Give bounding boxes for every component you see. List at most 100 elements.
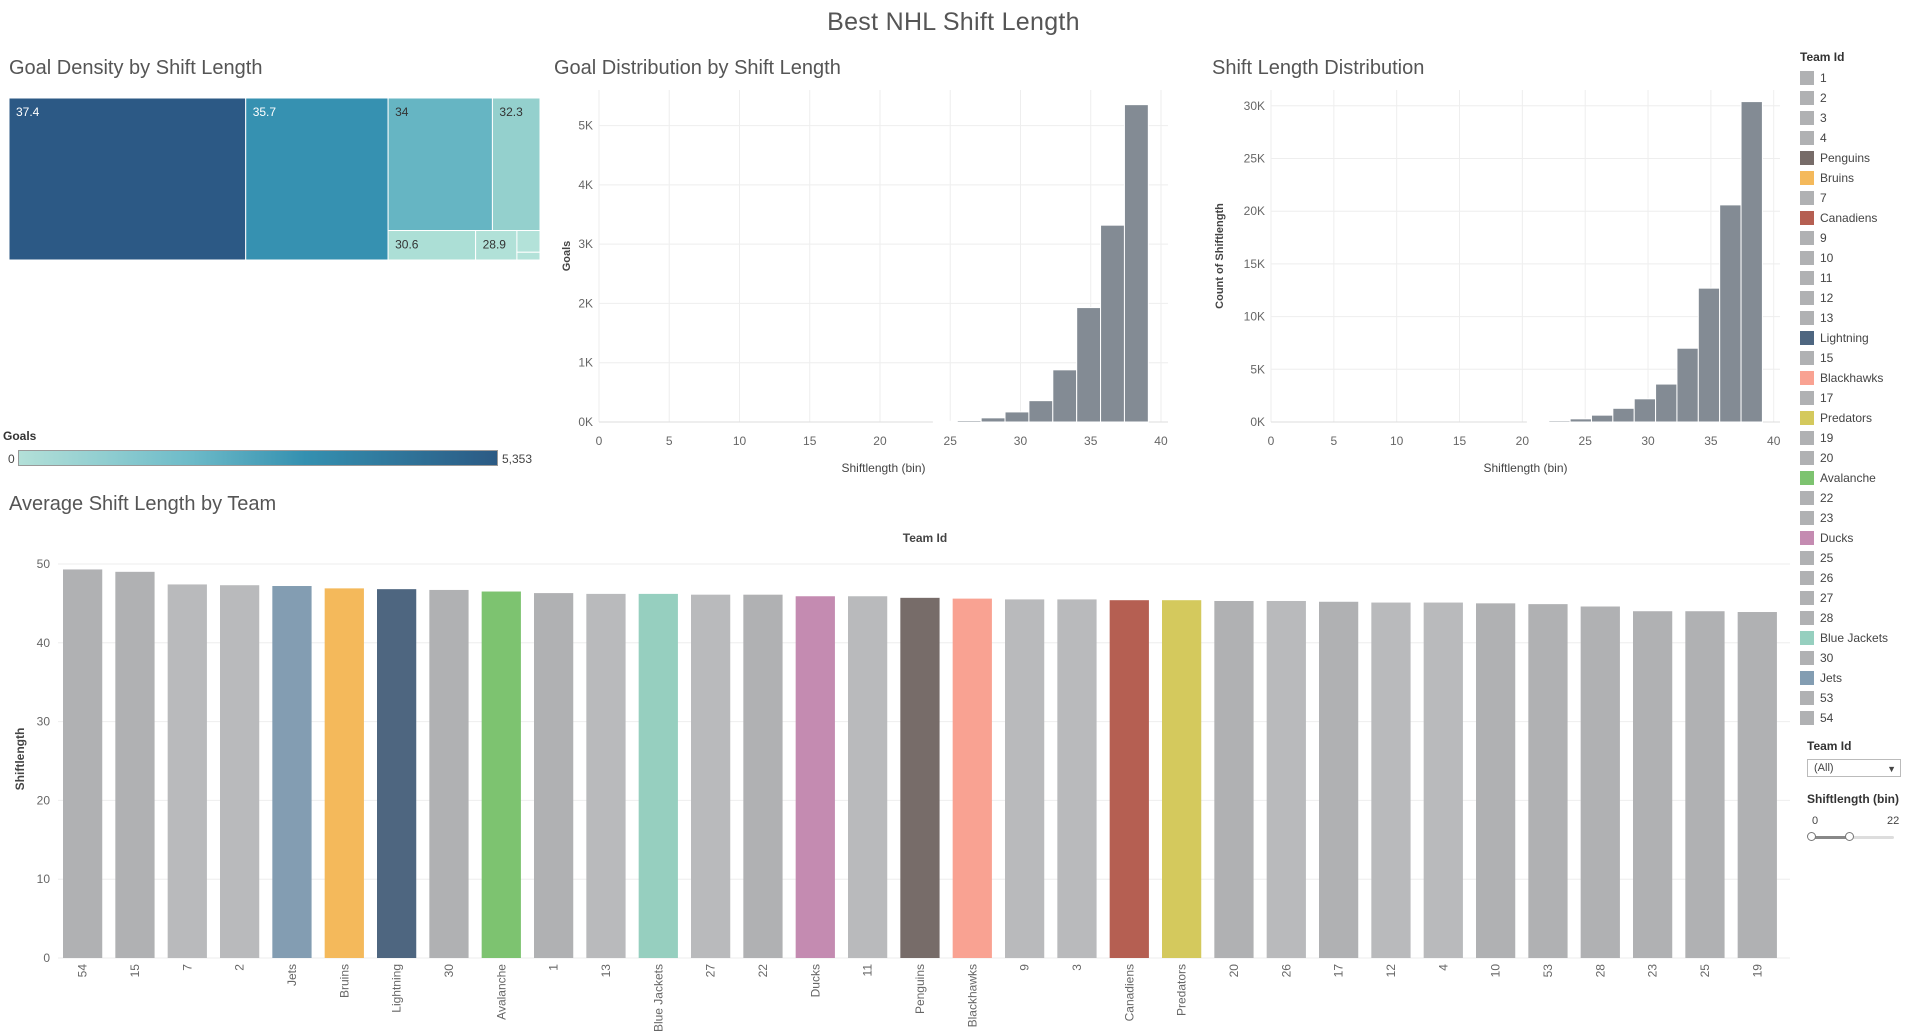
legend-item[interactable]: 1 — [1800, 68, 1907, 88]
x-tick-label: 25 — [1579, 434, 1593, 448]
shift-filter-min-handle[interactable] — [1807, 832, 1816, 841]
legend-item[interactable]: 26 — [1800, 568, 1907, 588]
team-filter-value: (All) — [1814, 762, 1834, 774]
legend-label: 20 — [1820, 451, 1834, 465]
team-bar — [1685, 611, 1725, 958]
legend-item[interactable]: Lightning — [1800, 328, 1907, 348]
shift-filter-max-handle[interactable] — [1845, 832, 1854, 841]
legend-item[interactable]: 3 — [1800, 108, 1907, 128]
treemap-cell-label: 32.3 — [499, 105, 523, 119]
legend-item[interactable]: Blue Jackets — [1800, 628, 1907, 648]
team-bar — [691, 594, 731, 958]
legend-item[interactable]: Bruins — [1800, 168, 1907, 188]
team-bar — [795, 596, 835, 958]
legend-item[interactable]: 23 — [1800, 508, 1907, 528]
y-axis-title: Count of Shiftlength — [1214, 203, 1226, 309]
x-tick-label: 13 — [599, 964, 613, 978]
legend-item[interactable]: 15 — [1800, 348, 1907, 368]
histogram-bar — [980, 417, 1006, 423]
x-tick-label: 4 — [1436, 964, 1450, 971]
legend-label: Jets — [1820, 671, 1843, 685]
goal-histogram-chart: 0 5 10 15 20 25 30 35 40 0K 1K 2K 3K 4K 5K Shiftlength … — [561, 90, 1168, 475]
legend-label: Ducks — [1820, 531, 1854, 545]
legend-item[interactable]: Canadiens — [1800, 208, 1907, 228]
legend-item[interactable]: 25 — [1800, 548, 1907, 568]
y-tick-label: 10K — [1244, 310, 1265, 324]
legend-label: 25 — [1820, 551, 1834, 565]
goal-hist-title: Goal Distribution by Shift Length — [554, 57, 841, 79]
y-tick-label: 40 — [37, 636, 51, 650]
y-tick-label: 30 — [37, 715, 51, 729]
histogram-bar — [1655, 383, 1678, 423]
x-tick-label: 15 — [803, 434, 817, 448]
histogram-bar — [1719, 204, 1742, 423]
x-tick-label: 9 — [1018, 964, 1032, 971]
x-tick-label: 10 — [733, 434, 747, 448]
team-bar — [377, 589, 417, 958]
legend-item[interactable]: Ducks — [1800, 528, 1907, 548]
x-tick-label: Blackhawks — [965, 964, 979, 1027]
x-tick-label: Canadiens — [1122, 964, 1136, 1021]
legend-item[interactable]: Blackhawks — [1800, 368, 1907, 388]
legend-label: Canadiens — [1820, 211, 1878, 225]
team-bar — [1737, 612, 1777, 958]
legend-label: 3 — [1820, 111, 1827, 125]
legend-swatch — [1800, 271, 1814, 285]
shift-filter-min: 0 — [1812, 815, 1819, 827]
x-tick-label: 30 — [442, 964, 456, 978]
legend-swatch — [1800, 531, 1814, 545]
treemap-cell — [387, 97, 493, 232]
shift-histogram-chart: 0 5 10 15 20 25 30 35 40 0K 5K 10K 15K 20K 25K 30K Shift… — [1214, 90, 1781, 475]
treemap-cell — [8, 97, 247, 261]
legend-swatch — [1800, 511, 1814, 525]
legend-item[interactable]: 11 — [1800, 268, 1907, 288]
team-bar — [1633, 611, 1673, 958]
legend-swatch — [1800, 71, 1814, 85]
legend-item[interactable]: 2 — [1800, 88, 1907, 108]
x-tick-label: 20 — [1516, 434, 1530, 448]
team-bar — [952, 598, 992, 958]
legend-item[interactable]: 13 — [1800, 308, 1907, 328]
legend-item[interactable]: Penguins — [1800, 148, 1907, 168]
legend-item[interactable]: 10 — [1800, 248, 1907, 268]
team-bar — [1005, 599, 1045, 958]
legend-item[interactable]: 27 — [1800, 588, 1907, 608]
legend-label: 54 — [1820, 711, 1834, 725]
legend-label: 7 — [1820, 191, 1827, 205]
legend-item[interactable]: 20 — [1800, 448, 1907, 468]
legend-item[interactable]: 53 — [1800, 688, 1907, 708]
legend-item[interactable]: Jets — [1800, 668, 1907, 688]
legend-label: 17 — [1820, 391, 1834, 405]
legend-item[interactable]: Avalanche — [1800, 468, 1907, 488]
legend-item[interactable]: 28 — [1800, 608, 1907, 628]
legend-item[interactable]: 9 — [1800, 228, 1907, 248]
treemap-cell-label: 37.4 — [16, 105, 40, 119]
legend-item[interactable]: 7 — [1800, 188, 1907, 208]
legend-item[interactable]: 12 — [1800, 288, 1907, 308]
legend-label: 27 — [1820, 591, 1834, 605]
histogram-bar — [1676, 347, 1699, 423]
team-bar-chart: Team Id 0 10 20 30 40 50 Shiftlength 54 15 7 2 Jets B… — [13, 531, 1790, 1032]
legend-item[interactable]: Predators — [1800, 408, 1907, 428]
team-filter-dropdown[interactable]: (All) ▼ — [1807, 759, 1901, 777]
legend-item[interactable]: 19 — [1800, 428, 1907, 448]
legend-item[interactable]: 17 — [1800, 388, 1907, 408]
x-tick-label: 40 — [1154, 434, 1168, 448]
legend-item[interactable]: 4 — [1800, 128, 1907, 148]
legend-swatch — [1800, 711, 1814, 725]
team-bar — [429, 589, 469, 958]
histogram-bar — [1028, 400, 1054, 423]
y-tick-label: 25K — [1244, 152, 1265, 166]
team-bar — [586, 593, 626, 958]
legend-item[interactable]: 54 — [1800, 708, 1907, 728]
x-tick-label: 28 — [1593, 964, 1607, 978]
shift-filter-fill — [1810, 836, 1848, 839]
x-tick-label: 11 — [861, 964, 875, 977]
x-tick-label: 0 — [596, 434, 603, 448]
legend-item[interactable]: 22 — [1800, 488, 1907, 508]
legend-item[interactable]: 30 — [1800, 648, 1907, 668]
legend-label: 2 — [1820, 91, 1827, 105]
x-tick-label: 30 — [1014, 434, 1028, 448]
shift-hist-title: Shift Length Distribution — [1212, 57, 1425, 79]
legend-label: Bruins — [1820, 171, 1855, 185]
